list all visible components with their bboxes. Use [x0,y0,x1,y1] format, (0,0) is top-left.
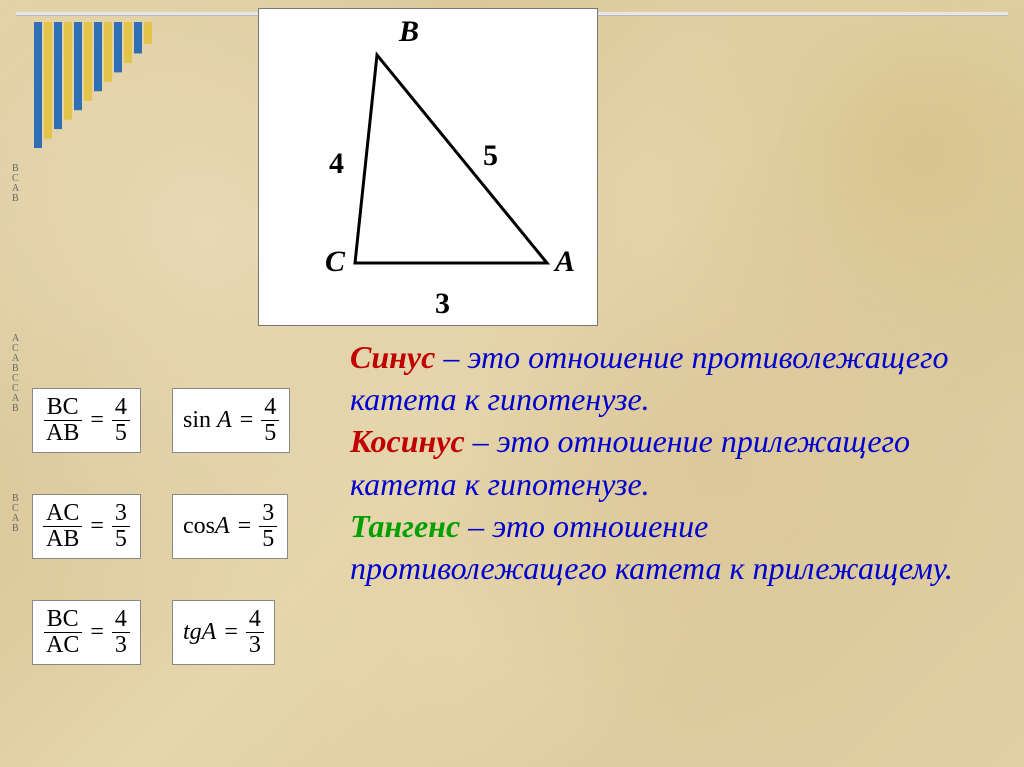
denominator: 5 [112,421,130,446]
denominator: 3 [246,633,264,658]
fn-name: sin A [183,407,232,434]
sin-definition: Синус – это отношение противолежащего ка… [350,336,970,420]
vertex-label-B: B [399,15,419,49]
denominator: AC [43,633,82,658]
numerator: 4 [112,607,130,633]
ratio-bc-ab: BCAB = 45 [32,388,141,453]
vertex-label-C: C [325,245,345,279]
equals-sign: = [224,619,238,646]
numerator: AC [43,501,82,527]
numerator: BC [44,607,82,633]
denominator: 5 [112,527,130,552]
side-label-CA: 3 [435,287,450,321]
side-label-AB: 5 [483,139,498,173]
fn-name: tgA [183,619,216,646]
equals-sign: = [90,513,104,540]
tg-a-formula: tgA = 43 [172,600,275,665]
denominator: 3 [112,633,130,658]
denominator: AB [43,527,82,552]
numerator: 4 [261,395,279,421]
vertex-label-A: A [555,245,575,279]
fn-name: cosA [183,513,230,540]
denominator: 5 [259,527,277,552]
tan-definition: Тангенс – это отношение противолежащего … [350,505,970,589]
definitions-block: Синус – это отношение противолежащего ка… [350,336,970,589]
denominator: AB [43,421,82,446]
sin-a-formula: sin A = 45 [172,388,290,453]
numerator: BC [44,395,82,421]
numerator: 3 [112,501,130,527]
equals-sign: = [90,619,104,646]
numerator: 3 [259,501,277,527]
cos-a-formula: cosA = 35 [172,494,288,559]
numerator: 4 [112,395,130,421]
triangle-diagram: B C A 4 5 3 [258,8,598,326]
side-label-BC: 4 [329,147,344,181]
numerator: 4 [246,607,264,633]
decorative-stripes [34,22,174,162]
equals-sign: = [240,407,254,434]
equals-sign: = [238,513,252,540]
ratio-bc-ac: BCAC = 43 [32,600,141,665]
triangle-svg [259,9,599,327]
ratio-ac-ab: ACAB = 35 [32,494,141,559]
denominator: 5 [261,421,279,446]
cos-definition: Косинус – это отношение прилежащего кате… [350,420,970,504]
equals-sign: = [90,407,104,434]
